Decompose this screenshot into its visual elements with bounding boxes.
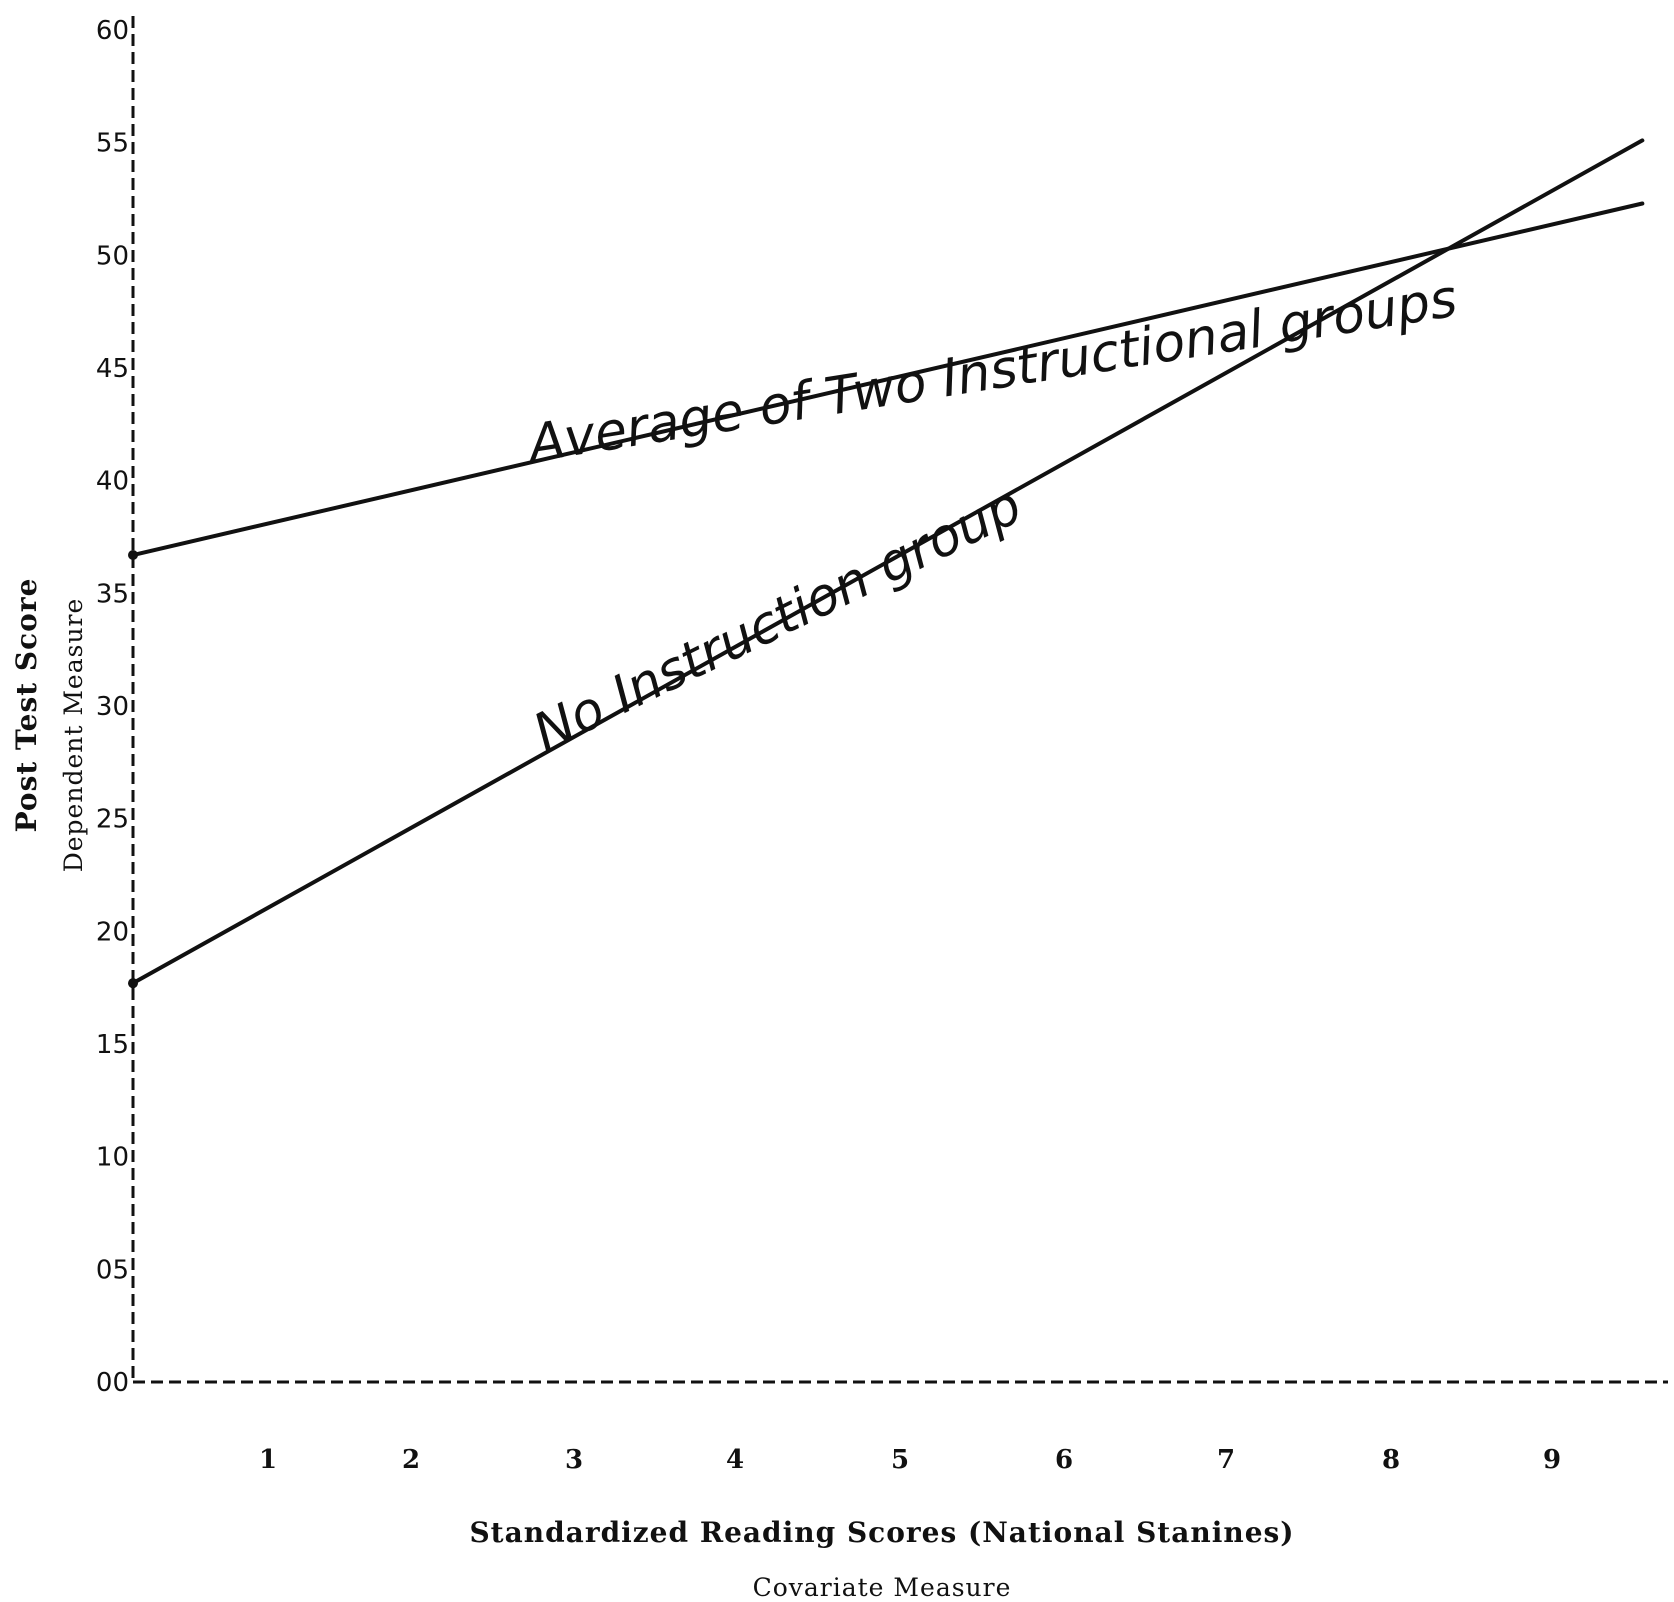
series-lines bbox=[128, 138, 1645, 989]
x-tick-label: 5 bbox=[891, 1445, 909, 1475]
y-tick-label: 35 bbox=[96, 579, 129, 609]
x-axis-subtitle: Covariate Measure bbox=[753, 1573, 1012, 1602]
series-start-point bbox=[128, 978, 138, 989]
x-axis-title: Standardized Reading Scores (National St… bbox=[469, 1516, 1294, 1549]
x-tick-label: 4 bbox=[726, 1445, 744, 1475]
y-tick-label: 25 bbox=[96, 805, 129, 835]
x-tick-labels: 1 2 3 4 5 6 7 8 9 bbox=[259, 1445, 1561, 1475]
x-tick-label: 9 bbox=[1543, 1445, 1561, 1475]
y-tick-label: 10 bbox=[96, 1143, 129, 1173]
x-tick-label: 7 bbox=[1217, 1445, 1235, 1475]
y-axis-title: Post Test Score bbox=[10, 578, 43, 833]
x-tick-label: 1 bbox=[259, 1445, 277, 1475]
series-line-no-instruction bbox=[131, 138, 1645, 986]
y-tick-label: 00 bbox=[96, 1368, 129, 1398]
x-tick-label: 8 bbox=[1382, 1445, 1400, 1475]
series-start-point bbox=[128, 550, 138, 561]
y-tick-label: 40 bbox=[96, 467, 129, 497]
y-tick-label: 55 bbox=[96, 129, 129, 159]
series-label-instructional: Average of Two Instructional groups bbox=[522, 269, 1461, 476]
y-tick-label: 05 bbox=[96, 1255, 129, 1285]
x-tick-label: 3 bbox=[565, 1445, 583, 1475]
y-tick-label: 30 bbox=[96, 692, 129, 722]
y-tick-labels: 00 05 10 15 20 25 30 35 40 45 50 55 60 bbox=[96, 16, 129, 1398]
axes bbox=[131, 16, 1668, 1384]
y-tick-label: 45 bbox=[96, 354, 129, 384]
x-tick-label: 2 bbox=[402, 1445, 420, 1475]
x-tick-label: 6 bbox=[1055, 1445, 1073, 1475]
y-tick-label: 15 bbox=[96, 1030, 129, 1060]
y-tick-label: 60 bbox=[96, 16, 129, 46]
series-line-instructional bbox=[131, 201, 1645, 558]
y-tick-label: 50 bbox=[96, 241, 129, 271]
y-axis-subtitle: Dependent Measure bbox=[59, 598, 88, 873]
y-tick-label: 20 bbox=[96, 917, 129, 947]
series-label-no-instruction: No Instruction group bbox=[524, 476, 1030, 764]
